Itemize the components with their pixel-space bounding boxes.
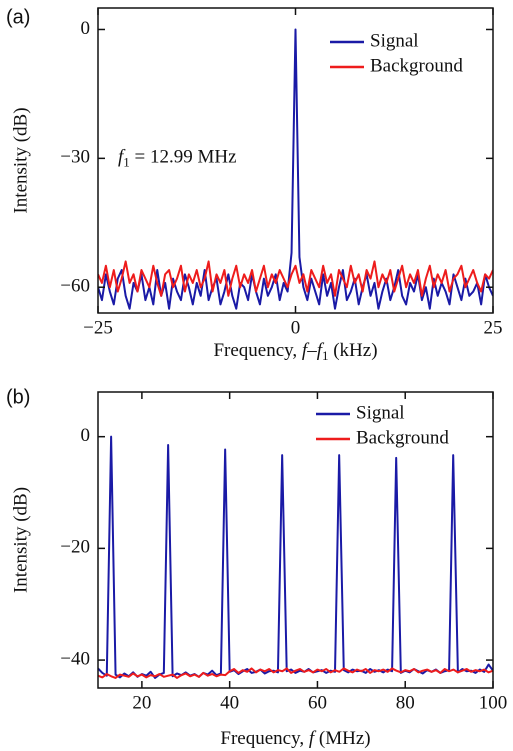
legend-label: Signal (370, 30, 419, 51)
y-tick-label: −40 (60, 648, 90, 669)
x-axis-label-part: (MHz) (314, 728, 370, 749)
y-tick-label: −20 (60, 537, 90, 558)
x-axis-label-part: Frequency, (220, 728, 308, 749)
y-axis-label: Intensity (dB) (10, 107, 31, 213)
plot-frame (97, 391, 494, 689)
series-line (98, 260, 493, 297)
x-tick-label: 20 (132, 692, 151, 713)
annotation-part: f (118, 147, 126, 168)
x-tick-label: 0 (291, 317, 301, 338)
y-tick-label: 0 (81, 425, 91, 446)
y-axis-label: Intensity (dB) (10, 487, 31, 593)
y-tick-label: −60 (60, 276, 90, 297)
x-axis-label-part: (kHz) (328, 340, 377, 361)
x-axis-label-part: Frequency, (213, 340, 301, 361)
y-tick-label: 0 (81, 18, 91, 39)
legend-label: Background (370, 55, 463, 76)
legend-label: Signal (356, 402, 405, 423)
x-axis-label-part: f (302, 340, 310, 361)
x-tick-label: 80 (396, 692, 415, 713)
annotation: f1 = 12.99 MHz (118, 147, 237, 170)
x-axis-label-part: f (317, 340, 325, 361)
annotation-part: 1 (123, 154, 130, 169)
annotation-part: = 12.99 MHz (130, 147, 237, 168)
series-line (98, 667, 493, 679)
series-line (98, 435, 493, 679)
legend-label: Background (356, 427, 449, 448)
y-tick-label: −30 (60, 147, 90, 168)
x-tick-label: 60 (308, 692, 327, 713)
x-axis-label: Frequency, f (MHz) (220, 728, 370, 749)
panel-label: (b) (6, 386, 30, 408)
x-axis-label-part: – (306, 340, 317, 361)
x-tick-label: −25 (83, 317, 113, 338)
x-tick-label: 25 (484, 317, 503, 338)
x-axis-label-part: f (309, 728, 317, 749)
series-line (98, 28, 493, 310)
x-tick-label: 40 (220, 692, 239, 713)
x-axis-label-part: 1 (322, 348, 329, 363)
x-tick-label: 100 (479, 692, 508, 713)
x-axis-label: Frequency, f–f1 (kHz) (213, 340, 377, 363)
panel-label: (a) (6, 6, 30, 28)
